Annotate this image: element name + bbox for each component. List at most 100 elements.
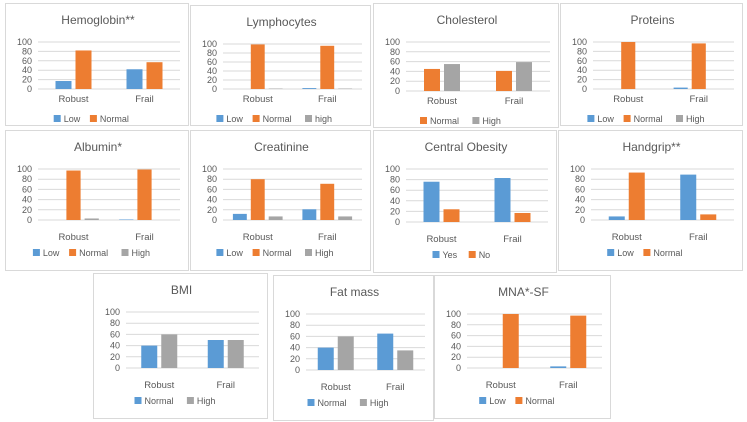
bar-normal-frail	[570, 316, 586, 368]
bar-normal-frail	[320, 184, 334, 220]
bar-normal-robust	[318, 348, 334, 370]
legend-label: High	[686, 114, 705, 124]
x-category-label: Robust	[486, 380, 516, 391]
y-tick-label: 60	[390, 57, 400, 67]
legend-swatch	[308, 399, 315, 406]
legend-label: High	[482, 116, 501, 126]
y-tick-label: 20	[207, 75, 217, 85]
bar-normal-frail	[496, 71, 512, 91]
x-category-label: Frail	[135, 232, 153, 243]
y-tick-label: 60	[207, 184, 217, 194]
legend-label: Normal	[318, 398, 347, 408]
y-tick-label: 0	[212, 215, 217, 225]
legend-swatch	[33, 249, 40, 256]
y-tick-label: 0	[212, 84, 217, 94]
chart-title: MNA*-SF	[498, 285, 549, 299]
y-tick-label: 20	[22, 75, 32, 85]
bar-high-robust	[338, 336, 354, 370]
bar-low-frail	[127, 69, 143, 89]
bar-high-frail	[228, 340, 244, 368]
legend-swatch	[69, 249, 76, 256]
bar-normal-robust	[76, 50, 92, 89]
legend-swatch	[135, 397, 142, 404]
legend-item-no: No	[469, 250, 491, 260]
y-tick-label: 80	[577, 46, 587, 56]
x-category-label: Robust	[612, 232, 642, 243]
legend-swatch	[187, 397, 194, 404]
legend-label: Normal	[263, 114, 292, 124]
y-tick-label: 60	[22, 184, 32, 194]
x-category-label: Robust	[58, 232, 88, 243]
y-tick-label: 20	[22, 205, 32, 215]
legend-item-normal: Normal	[624, 114, 663, 124]
bar-high-robust	[85, 218, 99, 220]
y-tick-label: 100	[202, 39, 217, 49]
legend-label: No	[479, 250, 491, 260]
y-tick-label: 100	[570, 164, 585, 174]
legend-swatch	[360, 399, 367, 406]
legend-label: Normal	[653, 248, 682, 258]
legend-swatch	[676, 115, 683, 122]
y-tick-label: 20	[110, 352, 120, 362]
bar-normal-frail	[377, 334, 393, 370]
legend-item-high: High	[360, 398, 389, 408]
bar-low-frail	[550, 366, 566, 368]
y-tick-label: 40	[22, 195, 32, 205]
legend-item-high: High	[676, 114, 705, 124]
y-tick-label: 40	[577, 65, 587, 75]
y-tick-label: 100	[385, 164, 400, 174]
y-tick-label: 20	[451, 352, 461, 362]
x-category-label: Frail	[505, 96, 523, 107]
x-category-label: Robust	[321, 382, 351, 393]
y-tick-label: 40	[575, 195, 585, 205]
legend-label: High	[197, 396, 216, 406]
x-category-label: Robust	[243, 232, 273, 243]
x-category-label: Frail	[689, 232, 707, 243]
legend-label: High	[370, 398, 389, 408]
y-tick-label: 60	[451, 331, 461, 341]
legend-label: Normal	[634, 114, 663, 124]
y-tick-label: 80	[290, 320, 300, 330]
y-tick-label: 40	[207, 66, 217, 76]
legend-swatch	[472, 117, 479, 124]
bar-normal-frail	[320, 46, 334, 89]
y-tick-label: 100	[385, 37, 400, 47]
legend-item-high: High	[305, 248, 334, 258]
chart-title: Central Obesity	[425, 140, 508, 154]
bar-no-robust	[444, 209, 460, 222]
chart-title: Proteins	[630, 13, 674, 27]
y-tick-label: 0	[456, 363, 461, 373]
chart-title: BMI	[171, 283, 192, 297]
legend-swatch	[253, 115, 260, 122]
y-tick-label: 80	[390, 47, 400, 57]
legend-item-low: Low	[33, 248, 60, 258]
legend-item-normal: Normal	[253, 114, 292, 124]
x-category-label: Frail	[135, 94, 153, 105]
legend-item-low: Low	[479, 396, 506, 406]
legend-label: Low	[64, 114, 81, 124]
bar-high-robust	[269, 216, 283, 220]
legend-swatch	[607, 249, 614, 256]
legend-label: Low	[617, 248, 634, 258]
y-tick-label: 0	[27, 215, 32, 225]
bar-low-robust	[56, 81, 72, 89]
legend-label: Low	[597, 114, 614, 124]
legend-item-high: high	[305, 114, 332, 124]
y-tick-label: 20	[290, 354, 300, 364]
y-tick-label: 20	[577, 75, 587, 85]
y-tick-label: 40	[207, 195, 217, 205]
legend-item-normal: Normal	[90, 114, 129, 124]
y-tick-label: 80	[110, 318, 120, 328]
legend-item-normal: Normal	[253, 248, 292, 258]
y-tick-label: 100	[17, 37, 32, 47]
bar-low-frail	[302, 209, 316, 220]
